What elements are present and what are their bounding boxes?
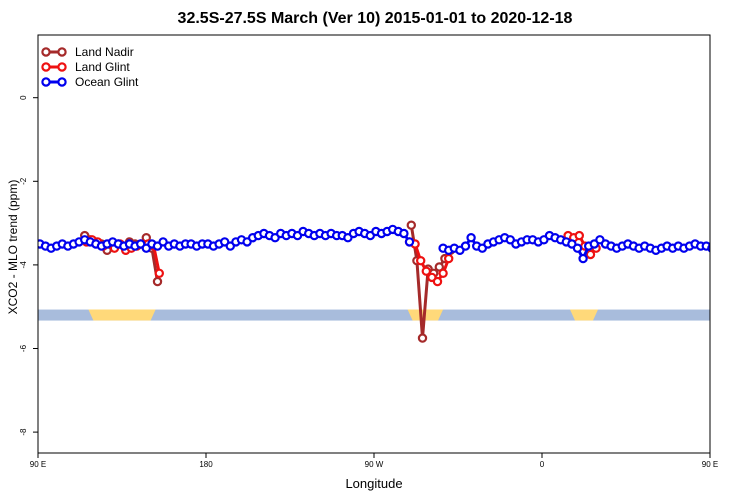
y-tick-label: -2 — [19, 177, 28, 185]
ocean-glint-point — [572, 243, 583, 253]
y-tick-label: 0 — [19, 95, 28, 100]
legend-marker-land-glint — [41, 62, 51, 72]
land-glint-point — [154, 268, 164, 278]
legend-marker-ocean-glint — [57, 77, 67, 87]
ocean-glint-point — [399, 228, 409, 239]
land-nadir-point — [152, 276, 163, 287]
land-nadir-point — [406, 220, 416, 230]
ocean-glint-point — [707, 243, 710, 253]
y-tick-label: -6 — [19, 344, 28, 352]
x-tick-label: 180 — [199, 460, 213, 469]
land-nadir-line — [744, 236, 750, 282]
chart-title: 32.5S-27.5S March (Ver 10) 2015-01-01 to… — [177, 10, 573, 27]
legend-label-ocean-glint: Ocean Glint — [75, 75, 139, 89]
x-axis-label: Longitude — [345, 476, 403, 491]
legend-marker-ocean-glint — [41, 77, 51, 87]
land-glint-point — [742, 238, 749, 245]
land-glint-point — [421, 266, 431, 276]
ocean-glint-point — [460, 241, 471, 251]
land-nadir-point — [417, 333, 428, 343]
ocean-glint-point — [466, 232, 476, 243]
land-glint-line — [746, 240, 750, 273]
ocean-glint-point — [578, 253, 588, 264]
legend-marker-land-nadir — [41, 47, 51, 57]
land-glint-point — [416, 256, 426, 266]
land-nadir-point — [740, 232, 747, 239]
ocean-bar — [38, 309, 710, 321]
land-glint-point — [432, 276, 443, 287]
ocean-glint-point — [404, 237, 415, 247]
ocean-glint-point — [720, 240, 727, 247]
x-tick-label: 90 E — [702, 460, 718, 469]
land-glint-point — [444, 253, 454, 264]
legend-marker-land-glint — [57, 62, 67, 72]
land-nadir-point — [746, 236, 750, 243]
land-segment — [88, 309, 156, 321]
land-glint-point — [438, 268, 448, 278]
x-tick-label: 90 W — [365, 460, 384, 469]
y-tick-label: -8 — [19, 428, 28, 436]
ocean-glint-point — [714, 243, 721, 250]
land-segment — [570, 309, 598, 321]
ocean-glint-point — [742, 240, 749, 247]
legend-marker-land-nadir — [57, 47, 67, 57]
land-glint-point — [574, 230, 585, 241]
land-glint-point — [585, 249, 596, 260]
x-tick-label: 0 — [540, 460, 545, 469]
legend-label-land-glint: Land Glint — [75, 60, 130, 74]
legend-label-land-nadir: Land Nadir — [75, 45, 134, 59]
x-tick-label: 90 E — [30, 460, 46, 469]
ocean-glint-point — [725, 238, 732, 245]
ocean-glint-point — [731, 236, 738, 243]
y-tick-label: -4 — [19, 261, 28, 269]
ocean-glint-point — [736, 238, 743, 245]
